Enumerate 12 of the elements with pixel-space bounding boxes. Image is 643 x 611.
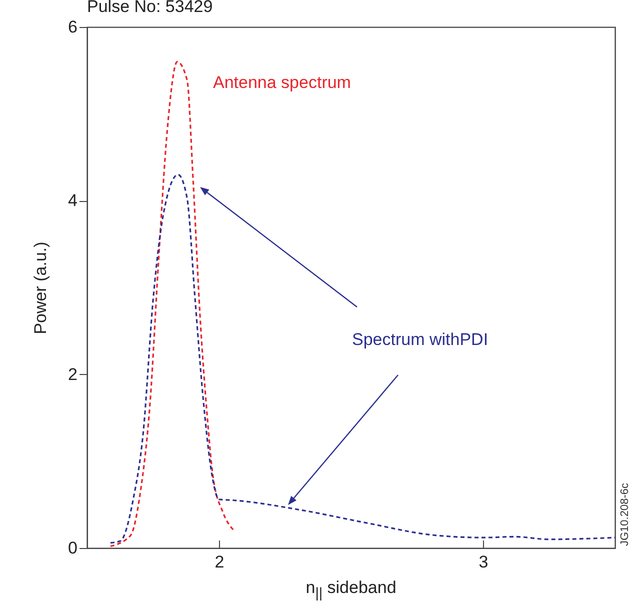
series-label: Antenna spectrum bbox=[213, 73, 351, 92]
chart-title: Pulse No: 53429 bbox=[87, 0, 213, 16]
text: JG10.208-6c bbox=[619, 482, 631, 546]
y-tick-label: 2 bbox=[68, 364, 78, 384]
x-axis-title: n$_{||}$ sideband bbox=[304, 578, 398, 602]
y-tick-label: 0 bbox=[68, 538, 78, 558]
x-tick-label: 3 bbox=[478, 552, 488, 572]
y-tick-label: 6 bbox=[68, 18, 78, 36]
y-tick-label: 4 bbox=[68, 191, 78, 210]
y-axis-title: Power (a.u.) bbox=[31, 242, 50, 334]
text: Spectrum withPDI bbox=[352, 330, 488, 349]
line-series bbox=[110, 174, 615, 544]
